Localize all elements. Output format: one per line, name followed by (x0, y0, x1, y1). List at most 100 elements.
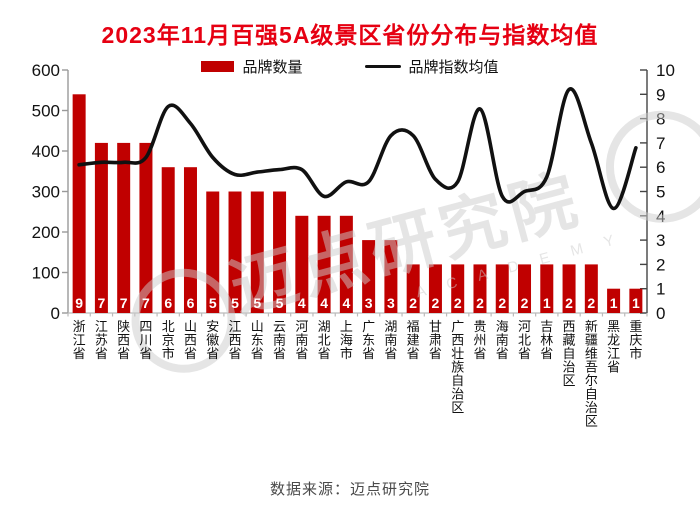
bar (584, 264, 598, 313)
bar-value-label: 2 (432, 295, 440, 311)
x-axis-category-label: 广西壮族自治区 (451, 319, 464, 415)
left-axis-tick-label: 400 (32, 142, 60, 161)
bar (362, 240, 376, 313)
x-axis-category-label: 河南省 (295, 319, 308, 361)
bar-value-label: 7 (98, 295, 106, 311)
x-axis-category-label: 江西省 (229, 319, 242, 361)
x-axis-category-label: 甘肃省 (429, 319, 442, 361)
x-axis-category-label: 黑龙江省 (607, 319, 620, 375)
x-axis-category-label: 新疆维吾尔自治区 (585, 319, 598, 429)
bar (139, 142, 153, 313)
x-axis-category-label: 河北省 (518, 319, 531, 361)
bar-value-label: 5 (209, 295, 217, 311)
left-axis-tick-label: 0 (51, 304, 60, 323)
left-axis-tick-label: 500 (32, 102, 60, 121)
bar-value-label: 7 (142, 295, 150, 311)
bar (339, 215, 353, 313)
x-axis-category-label: 吉林省 (540, 319, 553, 361)
left-axis-tick-label: 100 (32, 264, 60, 283)
bar (228, 191, 242, 313)
watermark-logo-circle (605, 110, 700, 223)
bar-value-label: 2 (454, 295, 462, 311)
right-axis-tick-label: 3 (656, 231, 665, 250)
right-axis-tick-label: 0 (656, 304, 665, 323)
x-axis-category-label: 湖北省 (318, 319, 331, 361)
bar-value-label: 2 (498, 295, 506, 311)
x-axis-category-label: 山西省 (184, 319, 197, 361)
right-axis-tick-label: 6 (656, 158, 665, 177)
bar-value-label: 4 (320, 295, 328, 311)
legend-bar-label: 品牌数量 (242, 59, 303, 76)
x-axis-category-label: 江苏省 (95, 319, 108, 361)
left-axis-tick-label: 600 (32, 61, 60, 80)
bar (273, 191, 287, 313)
bar (406, 264, 420, 313)
bar-value-label: 2 (521, 295, 529, 311)
line-legend-swatch (364, 64, 401, 69)
bar-value-label: 6 (164, 295, 172, 311)
bar-value-label: 5 (231, 295, 239, 311)
right-axis-tick-label: 2 (656, 255, 665, 274)
bar-value-label: 6 (187, 295, 195, 311)
bar (495, 264, 509, 313)
x-axis-category-label: 四川省 (139, 319, 152, 361)
bar-value-label: 5 (253, 295, 261, 311)
left-axis-tick-label: 300 (32, 183, 60, 202)
x-axis-category-label: 重庆市 (629, 319, 642, 361)
bar (428, 264, 442, 313)
chart-legend: 品牌数量 品牌指数均值 (0, 56, 700, 77)
legend-item-brand-count: 品牌数量 (201, 56, 303, 77)
bar-value-label: 4 (298, 295, 306, 311)
bar (562, 264, 576, 313)
x-axis-category-label: 贵州省 (473, 319, 486, 361)
right-axis-tick-label: 1 (656, 280, 665, 299)
bar-value-label: 3 (365, 295, 373, 311)
x-axis-category-label: 福建省 (407, 319, 420, 361)
bar-legend-swatch (201, 61, 235, 72)
index-line (77, 87, 638, 211)
bar-value-label: 4 (342, 295, 350, 311)
bar-value-label: 1 (610, 295, 618, 311)
right-axis-tick-label: 10 (656, 61, 675, 80)
bar-value-label: 2 (476, 295, 484, 311)
right-axis-tick-label: 7 (656, 134, 665, 153)
bar (540, 264, 554, 313)
right-axis-tick-label: 9 (656, 85, 665, 104)
bar (117, 142, 131, 313)
bar (295, 215, 309, 313)
chart-title: 2023年11月百强5A级景区省份分布与指数均值 (101, 22, 599, 48)
bar-value-label: 5 (276, 295, 284, 311)
x-axis-category-label: 广东省 (362, 319, 375, 361)
bar-value-label: 1 (543, 295, 551, 311)
left-axis-tick-label: 200 (32, 223, 60, 242)
bar-value-label: 9 (75, 295, 83, 311)
x-axis-category-label: 陕西省 (117, 319, 130, 361)
x-axis-category-label: 湖南省 (384, 319, 397, 361)
x-axis-category-label: 安徽省 (206, 319, 219, 361)
x-axis-category-label: 山东省 (251, 319, 264, 361)
bar (629, 288, 643, 313)
bar (473, 264, 487, 313)
x-axis-category-label: 上海市 (340, 319, 353, 361)
x-axis-category-label: 云南省 (273, 319, 286, 361)
legend-item-brand-index: 品牌指数均值 (364, 56, 499, 77)
source-text: 数据来源：迈点研究院 (269, 481, 430, 498)
bar (161, 167, 175, 313)
legend-line-label: 品牌指数均值 (408, 59, 499, 76)
bar-value-label: 3 (387, 295, 395, 311)
x-axis-category-label: 北京市 (162, 319, 175, 361)
bar-value-label: 2 (409, 295, 417, 311)
x-axis-category-label: 浙江省 (73, 319, 86, 361)
bar (384, 240, 398, 313)
bar-value-label: 2 (587, 295, 595, 311)
bar-value-label: 7 (120, 295, 128, 311)
right-axis-tick-label: 5 (656, 183, 665, 202)
bar-value-label: 2 (565, 295, 573, 311)
bar (72, 94, 86, 313)
bar (607, 288, 621, 313)
watermark-logo-circle (131, 268, 236, 373)
right-axis-tick-label: 8 (656, 110, 665, 129)
bar (94, 142, 108, 313)
